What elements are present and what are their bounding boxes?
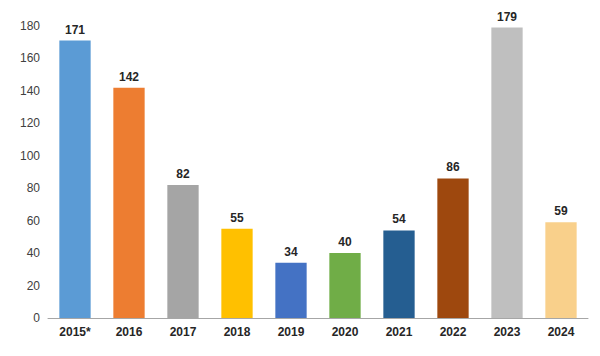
svg-text:0: 0	[33, 311, 40, 325]
svg-text:2024: 2024	[548, 325, 575, 339]
svg-text:2022: 2022	[440, 325, 467, 339]
svg-text:179: 179	[497, 10, 517, 24]
svg-text:80: 80	[27, 181, 41, 195]
svg-text:2018: 2018	[224, 325, 251, 339]
svg-text:180: 180	[20, 19, 40, 33]
svg-text:140: 140	[20, 84, 40, 98]
svg-text:40: 40	[338, 235, 352, 249]
svg-text:2017: 2017	[170, 325, 197, 339]
svg-text:2020: 2020	[332, 325, 359, 339]
svg-text:2021: 2021	[386, 325, 413, 339]
svg-text:120: 120	[20, 116, 40, 130]
svg-text:34: 34	[284, 245, 298, 259]
svg-text:2023: 2023	[494, 325, 521, 339]
svg-text:2015*: 2015*	[59, 325, 91, 339]
svg-text:60: 60	[27, 214, 41, 228]
svg-text:142: 142	[119, 70, 139, 84]
svg-text:100: 100	[20, 149, 40, 163]
svg-text:54: 54	[392, 212, 406, 226]
svg-text:82: 82	[176, 167, 190, 181]
svg-text:2019: 2019	[278, 325, 305, 339]
svg-text:40: 40	[27, 246, 41, 260]
svg-text:20: 20	[27, 279, 41, 293]
svg-text:55: 55	[230, 211, 244, 225]
svg-text:59: 59	[554, 204, 568, 218]
svg-text:86: 86	[446, 160, 460, 174]
svg-text:171: 171	[65, 23, 85, 37]
svg-text:2016: 2016	[116, 325, 143, 339]
svg-text:160: 160	[20, 51, 40, 65]
